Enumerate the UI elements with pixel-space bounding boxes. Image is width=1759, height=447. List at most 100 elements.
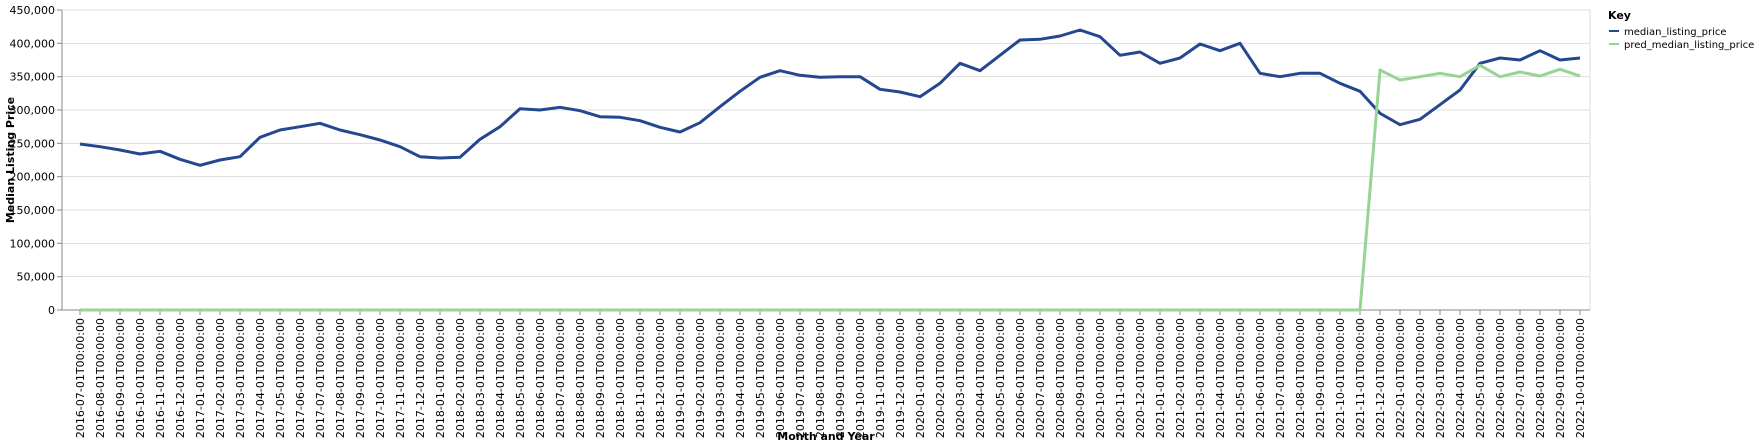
x-tick-label: 2016-07-01T00:00:00 <box>74 318 87 438</box>
legend-label: median_listing_price <box>1624 27 1727 38</box>
x-tick-label: 2020-10-01T00:00:00 <box>1094 318 1107 438</box>
x-tick-label: 2021-05-01T00:00:00 <box>1234 318 1247 438</box>
x-tick-label: 2019-02-01T00:00:00 <box>694 318 707 438</box>
y-tick-label: 400,000 <box>10 37 56 50</box>
x-tick-label: 2019-03-01T00:00:00 <box>714 318 727 438</box>
x-tick-label: 2022-06-01T00:00:00 <box>1494 318 1507 438</box>
x-tick-label: 2017-12-01T00:00:00 <box>414 318 427 438</box>
x-tick-label: 2018-07-01T00:00:00 <box>554 318 567 438</box>
x-tick-label: 2018-04-01T00:00:00 <box>494 318 507 438</box>
legend-label: pred_median_listing_price <box>1624 40 1754 51</box>
x-tick-label: 2020-01-01T00:00:00 <box>914 318 927 438</box>
x-tick-label: 2021-06-01T00:00:00 <box>1254 318 1267 438</box>
x-tick-label: 2018-08-01T00:00:00 <box>574 318 587 438</box>
x-tick-label: 2021-11-01T00:00:00 <box>1354 318 1367 438</box>
x-tick-label: 2017-04-01T00:00:00 <box>254 318 267 438</box>
x-tick-label: 2020-09-01T00:00:00 <box>1074 318 1087 438</box>
x-tick-label: 2018-01-01T00:00:00 <box>434 318 447 438</box>
x-tick-label: 2022-02-01T00:00:00 <box>1414 318 1427 438</box>
x-tick-label: 2021-03-01T00:00:00 <box>1194 318 1207 438</box>
series-line-median_listing_price <box>79 28 1581 167</box>
x-tick-label: 2017-01-01T00:00:00 <box>194 318 207 438</box>
x-tick-label: 2022-08-01T00:00:00 <box>1534 318 1547 438</box>
x-tick-label: 2016-08-01T00:00:00 <box>94 318 107 438</box>
x-tick-label: 2016-09-01T00:00:00 <box>114 318 127 438</box>
y-tick-label: 150,000 <box>10 204 56 217</box>
x-tick-label: 2020-11-01T00:00:00 <box>1114 318 1127 438</box>
x-tick-label: 2017-05-01T00:00:00 <box>274 318 287 438</box>
x-tick-label: 2018-06-01T00:00:00 <box>534 318 547 438</box>
x-tick-label: 2022-04-01T00:00:00 <box>1454 318 1467 438</box>
x-tick-label: 2022-01-01T00:00:00 <box>1394 318 1407 438</box>
x-tick-label: 2020-04-01T00:00:00 <box>974 318 987 438</box>
x-tick-label: 2017-03-01T00:00:00 <box>234 318 247 438</box>
x-tick-label: 2018-12-01T00:00:00 <box>654 318 667 438</box>
x-tick-label: 2021-02-01T00:00:00 <box>1174 318 1187 438</box>
x-tick-label: 2021-08-01T00:00:00 <box>1294 318 1307 438</box>
y-tick-label: 50,000 <box>17 271 56 284</box>
x-tick-label: 2018-02-01T00:00:00 <box>454 318 467 438</box>
x-tick-label: 2017-02-01T00:00:00 <box>214 318 227 438</box>
x-tick-label: 2022-09-01T00:00:00 <box>1554 318 1567 438</box>
x-tick-label: 2018-11-01T00:00:00 <box>634 318 647 438</box>
y-tick-label: 300,000 <box>10 104 56 117</box>
x-tick-label: 2020-08-01T00:00:00 <box>1054 318 1067 438</box>
x-tick-label: 2017-08-01T00:00:00 <box>334 318 347 438</box>
x-tick-label: 2018-09-01T00:00:00 <box>594 318 607 438</box>
x-axis: 2016-07-01T00:00:00 2016-08-01T00:00:00 20… <box>62 309 1590 438</box>
x-tick-label: 2021-12-01T00:00:00 <box>1374 318 1387 438</box>
y-tick-label: 100,000 <box>10 237 56 250</box>
x-tick-label: 2021-09-01T00:00:00 <box>1314 318 1327 438</box>
x-tick-label: 2020-02-01T00:00:00 <box>934 318 947 438</box>
x-tick-label: 2022-07-01T00:00:00 <box>1514 318 1527 438</box>
x-tick-label: 2020-07-01T00:00:00 <box>1034 318 1047 438</box>
x-tick-label: 2017-06-01T00:00:00 <box>294 318 307 438</box>
x-tick-label: 2017-09-01T00:00:00 <box>354 318 367 438</box>
x-tick-label: 2020-06-01T00:00:00 <box>1014 318 1027 438</box>
x-tick-label: 2017-11-01T00:00:00 <box>394 318 407 438</box>
gridlines <box>61 9 1591 311</box>
y-axis: 0 50,000 100,000 150,000 200,000 250,000 300,0… <box>10 4 63 317</box>
x-tick-label: 2019-05-01T00:00:00 <box>754 318 767 438</box>
legend-title: Key <box>1608 9 1631 22</box>
legend: Key median_listing_price pred_median_list… <box>1608 9 1754 51</box>
x-tick-label: 2019-08-01T00:00:00 <box>814 318 827 438</box>
x-tick-label: 2021-07-01T00:00:00 <box>1274 318 1287 438</box>
y-tick-label: 450,000 <box>10 4 56 17</box>
x-tick-label: 2020-12-01T00:00:00 <box>1134 318 1147 438</box>
x-tick-label: 2021-04-01T00:00:00 <box>1214 318 1227 438</box>
x-tick-label: 2019-10-01T00:00:00 <box>854 318 867 438</box>
x-tick-label: 2016-10-01T00:00:00 <box>134 318 147 438</box>
x-tick-label: 2019-06-01T00:00:00 <box>774 318 787 438</box>
plot-frame <box>61 9 1591 311</box>
y-tick-label: 0 <box>48 304 55 317</box>
series-line-pred_median_listing_price <box>80 63 1581 312</box>
x-tick-label: 2022-10-01T00:00:00 <box>1574 318 1587 438</box>
y-tick-label: 350,000 <box>10 71 56 84</box>
x-tick-label: 2018-10-01T00:00:00 <box>614 318 627 438</box>
x-tick-label: 2019-07-01T00:00:00 <box>794 318 807 438</box>
x-tick-label: 2017-10-01T00:00:00 <box>374 318 387 438</box>
x-tick-label: 2019-01-01T00:00:00 <box>674 318 687 438</box>
x-tick-label: 2021-01-01T00:00:00 <box>1154 318 1167 438</box>
x-tick-label: 2022-03-01T00:00:00 <box>1434 318 1447 438</box>
x-axis-title: Month and Year <box>777 430 875 443</box>
x-tick-label: 2020-03-01T00:00:00 <box>954 318 967 438</box>
y-tick-label: 200,000 <box>10 171 56 184</box>
x-tick-label: 2021-10-01T00:00:00 <box>1334 318 1347 438</box>
y-tick-label: 250,000 <box>10 137 56 150</box>
x-tick-label: 2020-05-01T00:00:00 <box>994 318 1007 438</box>
x-tick-label: 2019-04-01T00:00:00 <box>734 318 747 438</box>
x-tick-label: 2019-11-01T00:00:00 <box>874 318 887 438</box>
x-tick-label: 2017-07-01T00:00:00 <box>314 318 327 438</box>
x-tick-label: 2016-12-01T00:00:00 <box>174 318 187 438</box>
series-layer <box>79 28 1581 312</box>
x-tick-label: 2019-09-01T00:00:00 <box>834 318 847 438</box>
x-tick-label: 2022-05-01T00:00:00 <box>1474 318 1487 438</box>
x-tick-label: 2018-05-01T00:00:00 <box>514 318 527 438</box>
x-tick-label: 2016-11-01T00:00:00 <box>154 318 167 438</box>
x-tick-label: 2019-12-01T00:00:00 <box>894 318 907 438</box>
y-axis-title: Median Listing Price <box>4 97 17 223</box>
x-tick-label: 2018-03-01T00:00:00 <box>474 318 487 438</box>
